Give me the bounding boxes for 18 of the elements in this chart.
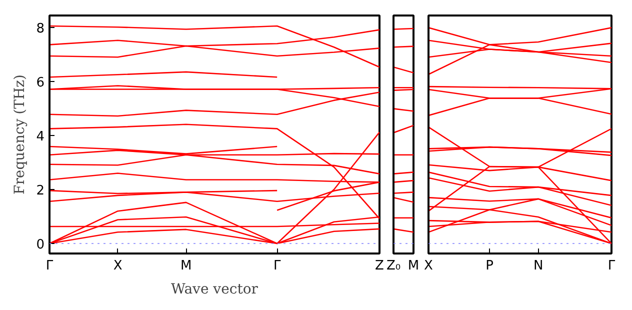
- x-tick-label: Γ: [273, 258, 282, 274]
- y-tick-label: 8: [36, 21, 45, 36]
- x-tick-label: N: [533, 258, 544, 274]
- y-tick-label: 2: [36, 183, 45, 198]
- x-tick-label: M: [408, 258, 420, 274]
- x-tick-label: X: [113, 258, 122, 274]
- y-tick-label: 4: [36, 129, 45, 144]
- x-tick-label: Γ: [608, 258, 616, 274]
- y-tick-label: 0: [36, 238, 45, 253]
- x-tick-label: Z: [375, 258, 384, 274]
- x-tick-label: X: [424, 258, 434, 274]
- y-tick-label: 6: [36, 75, 45, 90]
- x-tick-label: M: [180, 258, 192, 274]
- x-tick-label: P: [486, 258, 494, 274]
- y-axis-title: Frequency (THz): [12, 74, 28, 195]
- x-tick-label: Γ: [46, 258, 54, 274]
- x-tick-label: Z₀: [386, 258, 401, 274]
- x-axis-title: Wave vector: [171, 282, 258, 298]
